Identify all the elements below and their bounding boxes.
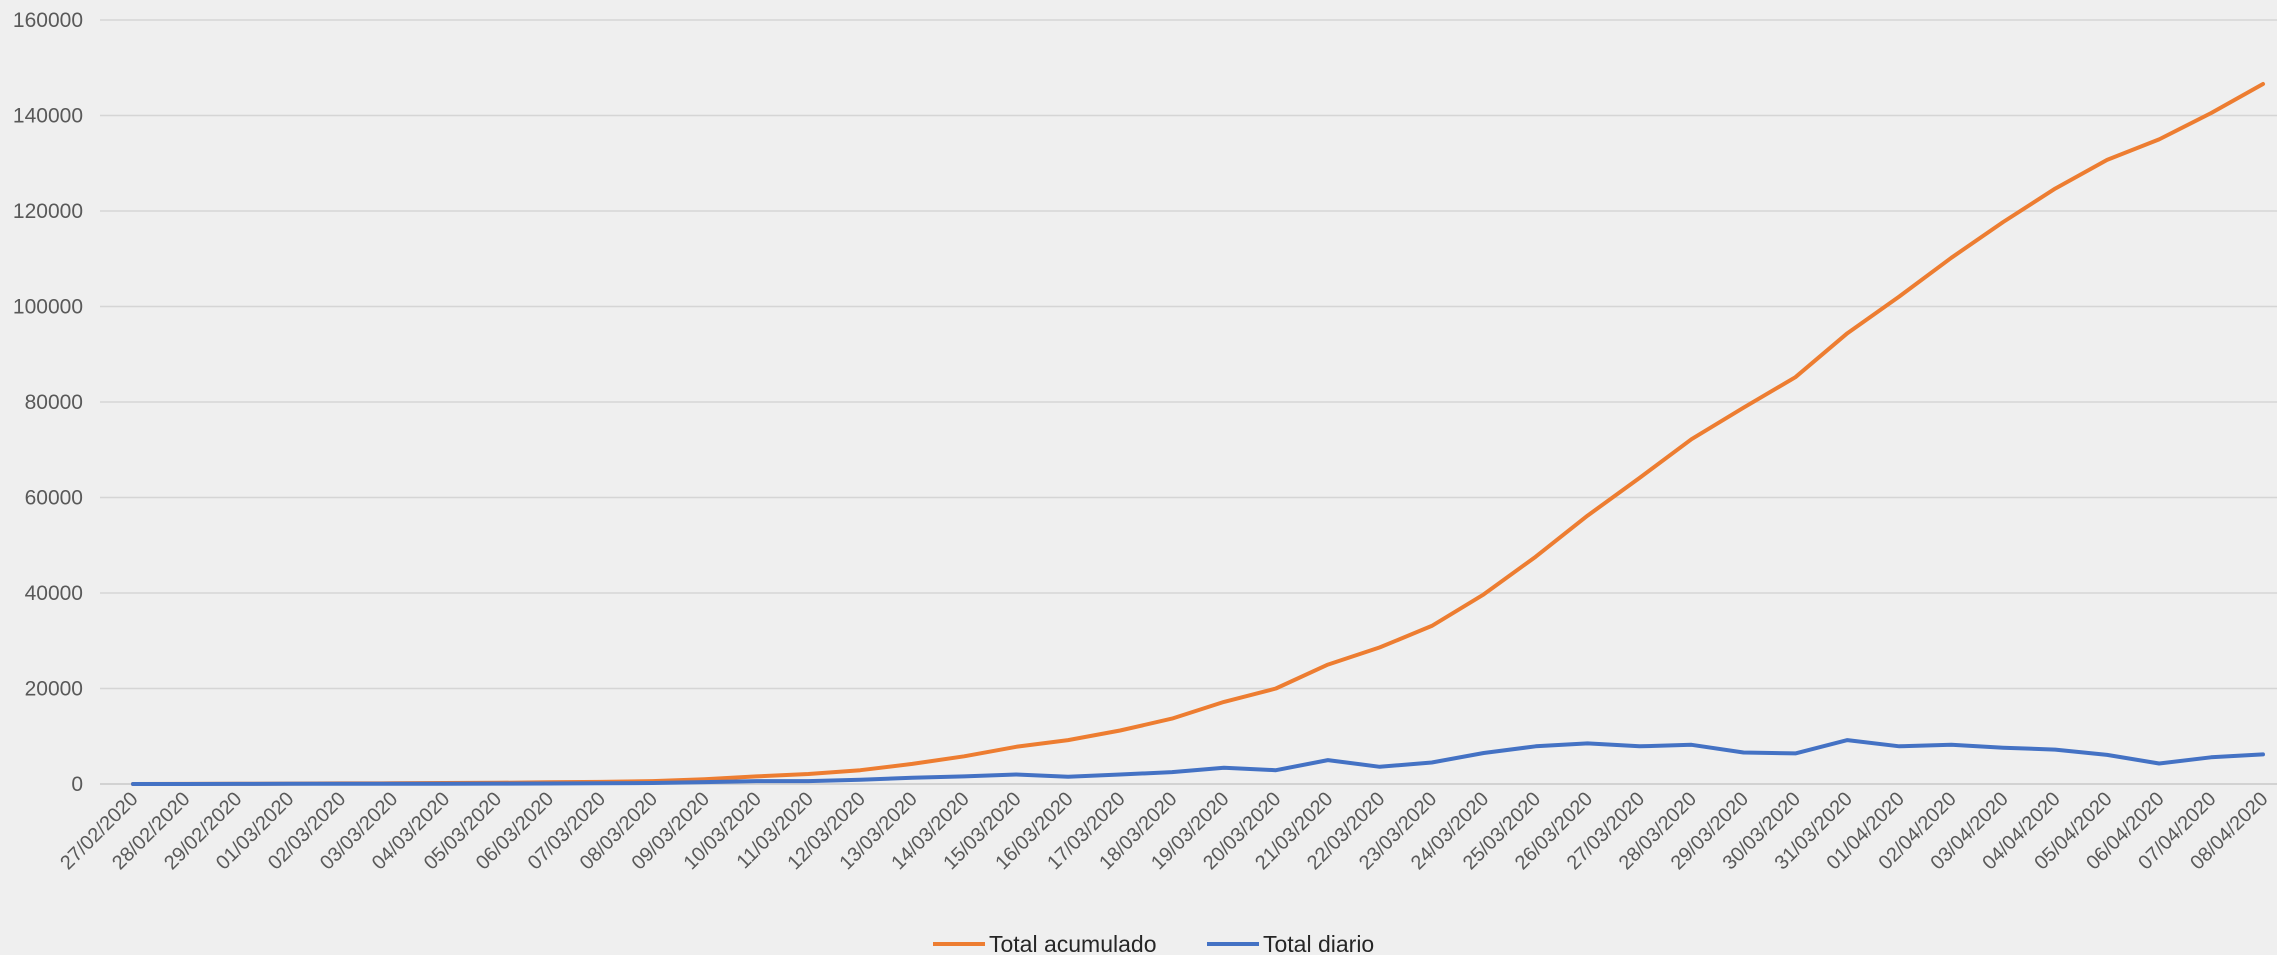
y-tick-label: 60000 [25,487,83,510]
x-axis-tick-labels: 27/02/202028/02/202029/02/202001/03/2020… [56,788,2272,874]
y-tick-label: 100000 [13,296,83,319]
series-line-0 [131,82,2265,786]
y-axis-tick-labels: 0 20000 40000 60000 80000 100000 120000 140000 1… [13,9,83,796]
y-tick-label: 20000 [25,678,83,701]
series-lines [131,82,2265,786]
y-tick-label: 120000 [13,200,83,223]
gridlines [100,19,2277,785]
y-tick-label: 160000 [13,9,83,32]
legend-label: Total diario [1263,931,1374,955]
y-tick-label: 80000 [25,391,83,414]
series-line-1 [131,738,2265,786]
y-tick-label: 0 [71,773,83,796]
y-tick-label: 140000 [13,105,83,128]
legend: Total acumulado Total diario [933,931,1374,955]
legend-label: Total acumulado [989,931,1157,955]
y-tick-label: 40000 [25,582,83,605]
